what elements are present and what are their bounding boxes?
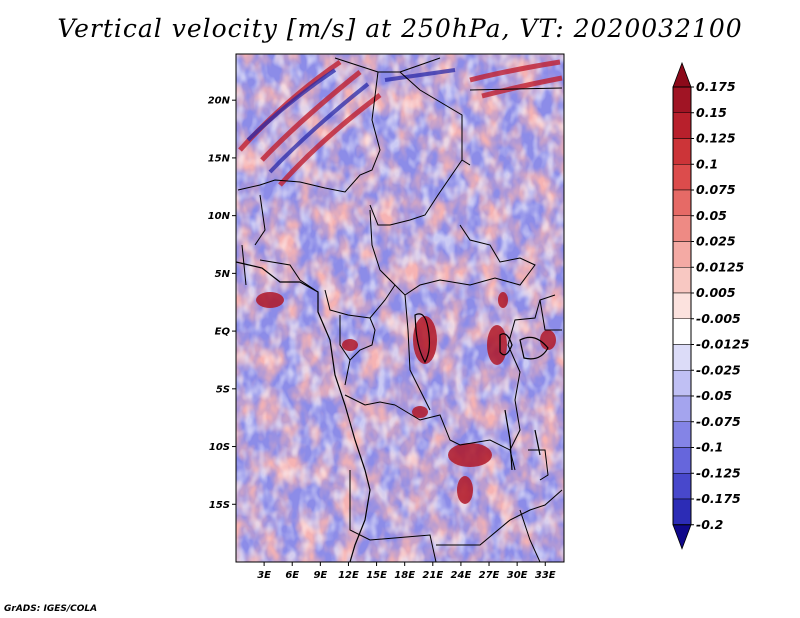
map-title: Vertical velocity [m/s] at 250hPa, VT: 2… bbox=[57, 14, 743, 43]
lon-tick-label: 9E bbox=[313, 570, 327, 581]
colorbar-swatch bbox=[672, 344, 692, 371]
colorbar-label: -0.005 bbox=[696, 311, 741, 326]
colorbar-swatch bbox=[672, 447, 692, 474]
lon-tick-label: 30E bbox=[507, 570, 528, 581]
colorbar-swatch bbox=[672, 370, 692, 397]
lon-tick-label: 33E bbox=[535, 570, 556, 581]
lat-tick-label: 10S bbox=[209, 442, 230, 453]
lon-tick-label: 21E bbox=[422, 570, 443, 581]
colorbar-swatch bbox=[672, 318, 692, 345]
colorbar-swatch bbox=[672, 473, 692, 500]
lon-tick-label: 27E bbox=[479, 570, 500, 581]
colorbar-swatch bbox=[672, 395, 692, 422]
colorbar-swatch bbox=[672, 292, 692, 319]
lat-tick-label: 5S bbox=[216, 384, 230, 395]
colorbar-swatch bbox=[672, 215, 692, 242]
colorbar-swatch bbox=[672, 164, 692, 191]
colorbar: 0.175 0.15 0.125 0.1 0.075 0.05 0.025 0.0125 0.0… bbox=[672, 61, 750, 550]
map-frame bbox=[235, 53, 565, 563]
lat-tick-label: 15N bbox=[208, 153, 231, 164]
lon-tick-label: 24E bbox=[451, 570, 472, 581]
colorbar-swatch bbox=[672, 421, 692, 448]
strong-updraft-bands bbox=[238, 59, 563, 187]
lon-tick-label: 3E bbox=[257, 570, 271, 581]
colorbar-label: 0.05 bbox=[696, 208, 727, 223]
lat-tick-label: EQ bbox=[215, 327, 231, 338]
colorbar-label: 0.15 bbox=[696, 105, 727, 120]
colorbar-label: -0.2 bbox=[696, 517, 723, 532]
colorbar-swatch bbox=[672, 189, 692, 216]
colorbar-frame bbox=[672, 86, 692, 526]
colorbar-swatch bbox=[672, 86, 692, 113]
colorbar-swatch bbox=[672, 498, 692, 525]
latitude-axis: 20N 15N 10N 5N EQ 5S 10S 15S bbox=[208, 96, 236, 511]
lat-tick-label: 15S bbox=[209, 500, 230, 511]
lon-tick-label: 12E bbox=[338, 570, 359, 581]
colorbar-label: 0.1 bbox=[696, 156, 718, 171]
colorbar-label: -0.075 bbox=[696, 414, 741, 429]
colorbar-label: -0.1 bbox=[696, 440, 723, 455]
colorbar-label: -0.05 bbox=[696, 388, 732, 403]
strong-downdraft-bands bbox=[246, 68, 456, 174]
lon-tick-label: 18E bbox=[394, 570, 415, 581]
lat-tick-label: 5N bbox=[215, 269, 231, 280]
field-neutral-texture bbox=[236, 54, 564, 562]
coastline-and-lakes bbox=[236, 261, 549, 562]
colorbar-label: 0.025 bbox=[696, 234, 736, 249]
colorbar-label: -0.025 bbox=[696, 362, 741, 377]
lat-tick-label: 20N bbox=[208, 96, 231, 107]
colorbar-label: 0.175 bbox=[696, 79, 736, 94]
colorbar-top-arrow bbox=[672, 61, 692, 88]
country-boundaries bbox=[237, 57, 563, 562]
lat-tick-label: 10N bbox=[208, 211, 231, 222]
colorbar-swatch bbox=[672, 267, 692, 294]
colorbar-swatch bbox=[672, 112, 692, 139]
colorbar-label: -0.175 bbox=[696, 491, 741, 506]
colorbar-label: -0.125 bbox=[696, 465, 741, 480]
longitude-axis: 3E 6E 9E 12E 15E 18E 21E 24E 27E 30E 33E bbox=[257, 562, 556, 581]
colorbar-label: 0.125 bbox=[696, 131, 736, 146]
map-area bbox=[236, 54, 564, 562]
colorbar-label: 0.005 bbox=[696, 285, 736, 300]
lon-tick-label: 15E bbox=[366, 570, 387, 581]
colorbar-swatch bbox=[672, 138, 692, 165]
colorbar-label: 0.0125 bbox=[696, 259, 745, 274]
colorbar-label: 0.075 bbox=[696, 182, 736, 197]
grads-credit: GrADS: IGES/COLA bbox=[4, 604, 98, 614]
colorbar-label: -0.0125 bbox=[696, 337, 750, 352]
colorbar-bottom-arrow bbox=[672, 524, 692, 550]
lon-tick-label: 6E bbox=[285, 570, 299, 581]
colorbar-swatch bbox=[672, 241, 692, 268]
convective-cells bbox=[256, 292, 556, 504]
